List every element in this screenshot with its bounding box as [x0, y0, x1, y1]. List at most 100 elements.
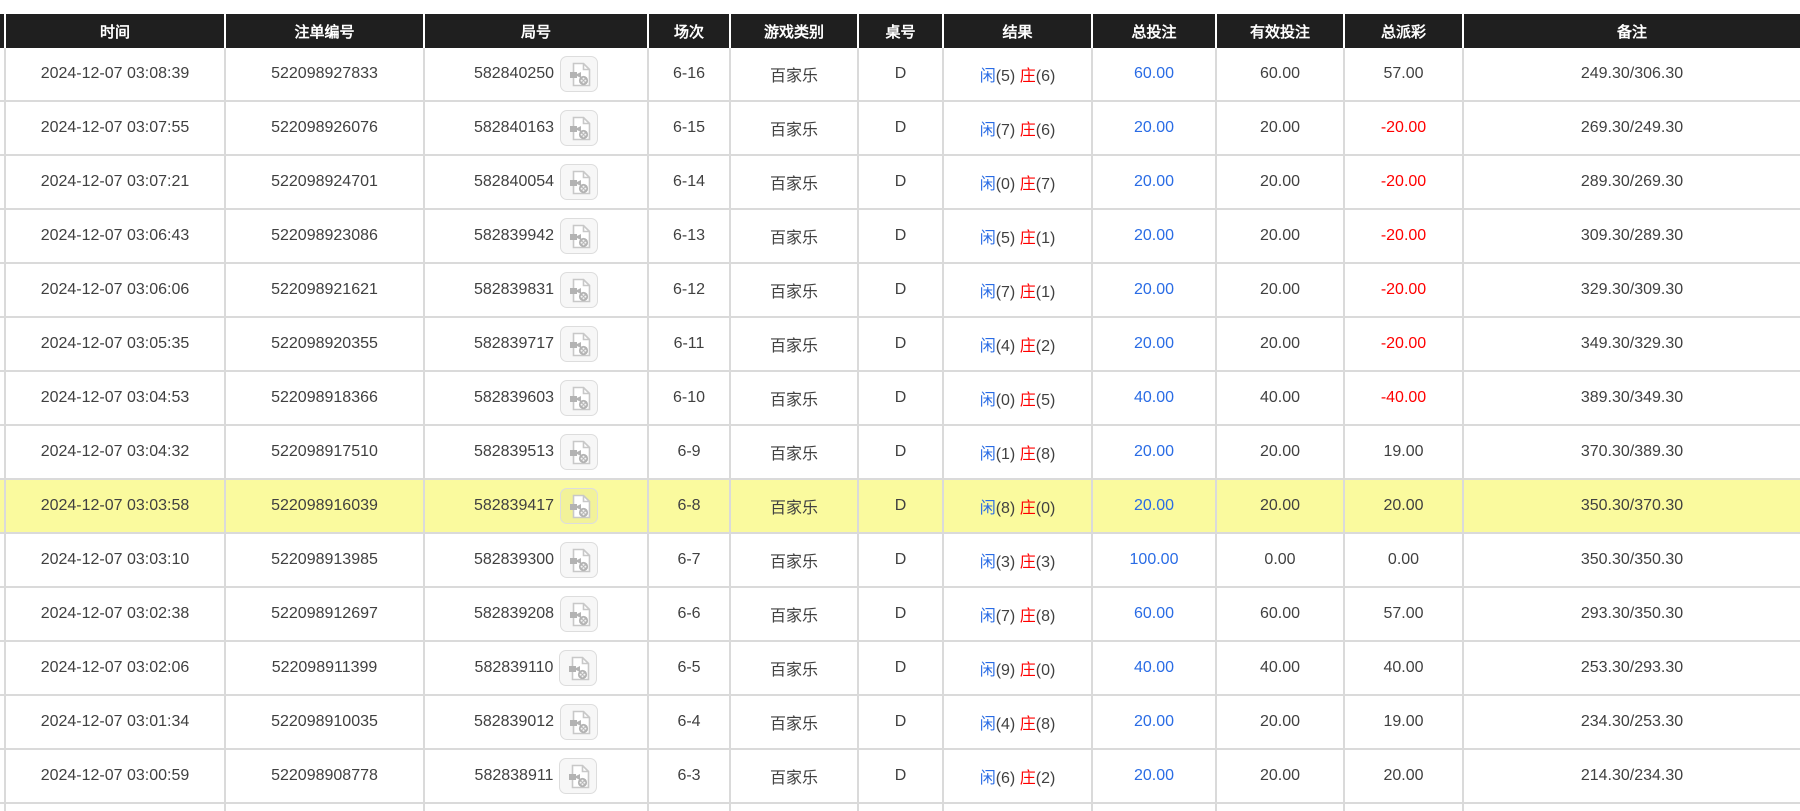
cell-round_id: 582839300: [425, 534, 649, 588]
cell-value-total_bet: 40.00: [1133, 659, 1175, 676]
cell-valid_bet: 20.00: [1217, 750, 1345, 804]
video-replay-button[interactable]: [559, 758, 598, 794]
cell-value-table_no: D: [894, 119, 907, 136]
video-replay-button[interactable]: [560, 380, 599, 416]
table-row: 2024-12-07 03:00:59 522098908778 582838911…: [0, 750, 1800, 804]
cell-table_no: D: [859, 426, 944, 480]
video-replay-button[interactable]: [559, 650, 598, 686]
video-replay-icon: [568, 224, 591, 249]
table-row: 2024-12-07 03:02:38 522098912697 582839208…: [0, 588, 1800, 642]
round-id-group: 582839417: [425, 488, 647, 524]
cell-value-total_bet: 20.00: [1133, 497, 1175, 514]
cell-valid_bet: 20.00: [1217, 210, 1345, 264]
video-replay-button[interactable]: [560, 218, 599, 254]
edge-spacer-cell: [0, 318, 6, 372]
cell-round_id: 582839513: [425, 426, 649, 480]
cell-session: 6-11: [649, 318, 731, 372]
table-row: 2024-12-07 03:06:43 522098923086 582839942…: [0, 210, 1800, 264]
cell-total_bet: 20.00: [1093, 480, 1217, 534]
cell-value-table_no: D: [894, 227, 907, 244]
cell-round_id: 582840163: [425, 102, 649, 156]
cell-value-bet_id: 522098916039: [271, 497, 378, 514]
video-replay-button[interactable]: [560, 110, 599, 146]
cell-value-game_type: 百家乐: [769, 554, 818, 571]
round-id-group: 582839110: [425, 650, 647, 686]
cell-empty: [1217, 804, 1345, 811]
cell-value-time: 2024-12-07 03:00:59: [40, 767, 190, 784]
cell-value-remark: 350.30/370.30: [1580, 497, 1684, 514]
result-pts: (8): [1035, 446, 1056, 463]
column-header-remark: 备注: [1464, 14, 1800, 48]
cell-time: 2024-12-07 03:07:55: [6, 102, 226, 156]
cell-table_no: D: [859, 210, 944, 264]
column-header-game_type: 游戏类别: [731, 14, 859, 48]
cell-value-remark: 350.30/350.30: [1580, 551, 1684, 568]
cell-bet_id: 522098916039: [226, 480, 425, 534]
cell-table_no: D: [859, 372, 944, 426]
round-id-value: 582839417: [473, 497, 555, 514]
cell-total_bet: 40.00: [1093, 372, 1217, 426]
video-replay-icon: [568, 170, 591, 195]
cell-value-valid_bet: 40.00: [1259, 659, 1301, 676]
cell-game_type: 百家乐: [731, 588, 859, 642]
video-replay-button[interactable]: [560, 56, 599, 92]
cell-value-total_payout: -20.00: [1380, 281, 1427, 298]
cell-value-table_no: D: [894, 389, 907, 406]
result-player: 闲: [979, 770, 996, 787]
cell-value-remark: 269.30/249.30: [1580, 119, 1684, 136]
video-replay-button[interactable]: [560, 326, 599, 362]
column-header-bet_id: 注单编号: [226, 14, 425, 48]
result-pts: (8): [1035, 716, 1056, 733]
video-replay-icon: [567, 656, 590, 681]
table-row: 2024-12-07 03:02:06 522098911399 582839110…: [0, 642, 1800, 696]
cell-value-remark: 309.30/289.30: [1580, 227, 1684, 244]
cell-value-session: 6-4: [677, 713, 701, 730]
cell-value-time: 2024-12-07 03:03:10: [40, 551, 190, 568]
cell-value-bet_id: 522098927833: [271, 65, 378, 82]
round-id-value: 582839300: [473, 551, 555, 568]
cell-empty: [1464, 804, 1800, 811]
result-pts: (6): [1035, 122, 1056, 139]
cell-value-game_type: 百家乐: [769, 284, 818, 301]
video-replay-button[interactable]: [560, 488, 599, 524]
video-replay-button[interactable]: [560, 164, 599, 200]
column-header-time: 时间: [6, 14, 226, 48]
cell-value-table_no: D: [894, 335, 907, 352]
cell-value-table_no: D: [894, 173, 907, 190]
video-replay-button[interactable]: [560, 272, 599, 308]
video-replay-icon: [568, 548, 591, 573]
cell-session: 6-6: [649, 588, 731, 642]
table-header-row: 时间 注单编号 局号 场次 游戏类别 桌号 结果 总投注 有效投注 总派彩 备注: [0, 14, 1800, 48]
result-pts: (1): [1035, 284, 1056, 301]
cell-total_payout: 0.00: [1345, 534, 1464, 588]
cell-table_no: D: [859, 48, 944, 102]
cell-empty: [425, 804, 649, 811]
video-replay-button[interactable]: [560, 596, 599, 632]
edge-spacer-cell: [0, 750, 6, 804]
cell-valid_bet: 20.00: [1217, 102, 1345, 156]
cell-result: 闲(5) 庄(1): [944, 210, 1093, 264]
round-id-group: 582839300: [425, 542, 647, 578]
cell-value-total_payout: 40.00: [1383, 659, 1424, 676]
cell-game_type: 百家乐: [731, 750, 859, 804]
cell-total_payout: 19.00: [1345, 696, 1464, 750]
video-replay-icon: [568, 332, 591, 357]
cell-total_payout: 20.00: [1345, 480, 1464, 534]
cell-value-remark: 389.30/349.30: [1580, 389, 1684, 406]
cell-value-time: 2024-12-07 03:07:55: [40, 119, 190, 136]
video-replay-button[interactable]: [560, 704, 599, 740]
cell-value-valid_bet: 60.00: [1259, 65, 1301, 82]
cell-value-valid_bet: 20.00: [1259, 713, 1301, 730]
cell-bet_id: 522098908778: [226, 750, 425, 804]
cell-value-remark: 234.30/253.30: [1580, 713, 1684, 730]
cell-value-session: 6-3: [677, 767, 701, 784]
cell-value-total_payout: -20.00: [1380, 335, 1427, 352]
column-header-result: 结果: [944, 14, 1093, 48]
cell-total_bet: 60.00: [1093, 48, 1217, 102]
video-replay-button[interactable]: [560, 434, 599, 470]
round-id-group: 582838911: [425, 758, 647, 794]
video-replay-icon: [568, 386, 591, 411]
table-row: 2024-12-07 03:04:53 522098918366 582839603…: [0, 372, 1800, 426]
video-replay-button[interactable]: [560, 542, 599, 578]
